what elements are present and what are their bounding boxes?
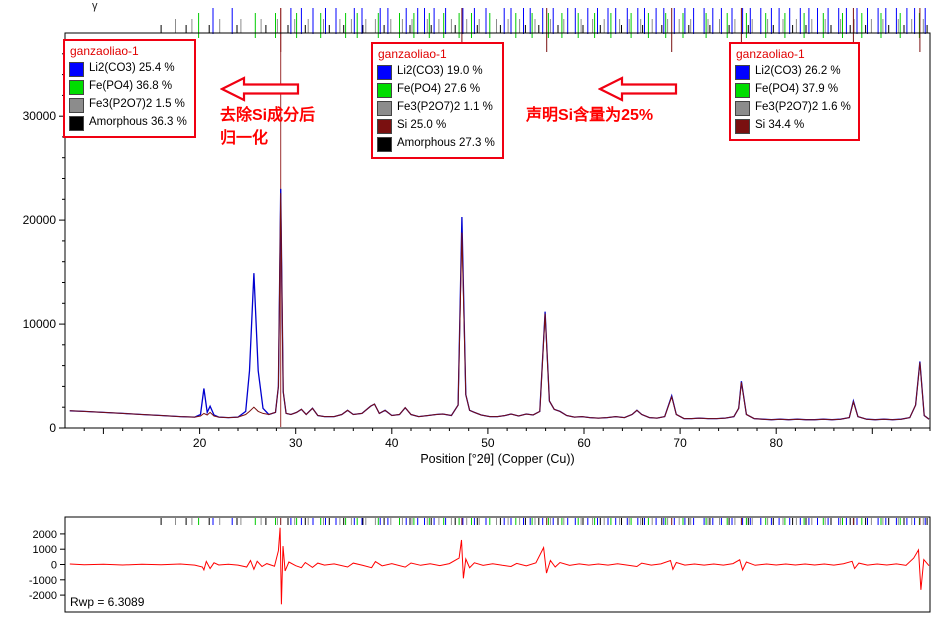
phase-label: Li2(CO3) 25.4 %: [89, 62, 175, 75]
diff-peak-marker-row-Fe3(P2O7)2: [175, 518, 924, 525]
diff-peak-marker-row-Amorphous: [160, 518, 928, 525]
phase-color-swatch: [377, 136, 392, 152]
legend-item: Li2(CO3) 25.4 %: [69, 60, 187, 78]
svg-text:40: 40: [385, 436, 399, 450]
phase-label: Si 34.4 %: [755, 119, 805, 132]
x-axis-title: Position [°2θ] (Copper (Cu)): [420, 452, 575, 466]
phase-label: Fe(PO4) 27.6 %: [397, 83, 481, 96]
peak-marker-row-Amorphous: [160, 25, 928, 33]
legend-item: Fe3(P2O7)2 1.6 %: [735, 99, 851, 117]
svg-text:80: 80: [770, 436, 784, 450]
phase-color-swatch: [377, 64, 392, 80]
phase-color-swatch: [377, 82, 392, 98]
phase-color-swatch: [735, 118, 750, 134]
svg-text:0: 0: [49, 421, 56, 435]
phase-legend-box-raw[interactable]: ganzaoliao-1 Li2(CO3) 26.2 % Fe(PO4) 37.9…: [729, 42, 860, 142]
svg-text:0: 0: [51, 560, 57, 572]
peak-marker-row-Fe3(P2O7)2: [175, 19, 924, 33]
legend-item: Amorphous 36.3 %: [69, 114, 187, 132]
legend-item: Li2(CO3) 19.0 %: [377, 63, 495, 81]
svg-text:30000: 30000: [23, 109, 57, 123]
phase-color-swatch: [735, 100, 750, 116]
phase-label: Amorphous 36.3 %: [89, 116, 187, 129]
legend-item: Fe(PO4) 27.6 %: [377, 81, 495, 99]
svg-text:-1000: -1000: [29, 575, 57, 587]
difference-y-axis: 2000 1000 0 -1000 -2000: [29, 529, 65, 602]
legend-title: ganzaoliao-1: [70, 44, 139, 58]
diff-peak-marker-row-Si: [280, 518, 921, 525]
legend-rows: Li2(CO3) 19.0 % Fe(PO4) 27.6 % Fe3(P2O7)2 …: [377, 63, 495, 153]
phase-label: Fe3(P2O7)2 1.6 %: [755, 101, 851, 114]
svg-text:20: 20: [193, 436, 207, 450]
peak-marker-row-Fe(PO4): [198, 13, 920, 38]
difference-line: [69, 527, 930, 605]
legend-item: Fe(PO4) 37.9 %: [735, 81, 851, 99]
annotation-text: 声明Si含量为25%: [526, 107, 654, 124]
svg-text:1000: 1000: [33, 544, 57, 556]
legend-title: ganzaoliao-1: [736, 47, 805, 61]
svg-text:-2000: -2000: [29, 590, 57, 602]
main-x-axis: 20 30 40 50 60 70 80: [83, 428, 931, 450]
annotation-normalize-callout[interactable]: 去除Si成分后 归一化: [220, 76, 370, 150]
phase-color-swatch: [69, 79, 84, 95]
phase-color-swatch: [377, 100, 392, 116]
rwp-value-label: Rwp = 6.3089: [70, 595, 145, 609]
diff-peak-marker-row-Fe(PO4): [198, 518, 920, 525]
legend-item: Si 25.0 %: [377, 117, 495, 135]
annotation-text: 去除Si成分后: [220, 107, 316, 124]
phase-label: Si 25.0 %: [397, 119, 447, 132]
svg-text:2000: 2000: [33, 529, 57, 541]
phase-label: Li2(CO3) 26.2 %: [755, 65, 841, 78]
phase-label: Fe3(P2O7)2 1.1 %: [397, 101, 493, 114]
phase-label: Fe(PO4) 36.8 %: [89, 80, 173, 93]
phase-label: Fe3(P2O7)2 1.5 %: [89, 98, 185, 111]
svg-text:30: 30: [289, 436, 303, 450]
phase-legend-box-normalized[interactable]: ganzaoliao-1 Li2(CO3) 25.4 % Fe(PO4) 36.8…: [63, 39, 196, 139]
main-y-axis: 0 10000 20000 30000: [23, 53, 65, 435]
phase-label: Li2(CO3) 19.0 %: [397, 65, 483, 78]
phase-color-swatch: [735, 82, 750, 98]
svg-text:60: 60: [577, 436, 591, 450]
legend-item: Li2(CO3) 26.2 %: [735, 63, 851, 81]
legend-item: Amorphous 27.3 %: [377, 135, 495, 153]
phase-label: Amorphous 27.3 %: [397, 137, 495, 150]
phase-color-swatch: [377, 118, 392, 134]
left-arrow-icon: [598, 76, 678, 102]
legend-item: Fe3(P2O7)2 1.1 %: [377, 99, 495, 117]
phase-color-swatch: [69, 61, 84, 77]
legend-title: ganzaoliao-1: [378, 47, 447, 61]
svg-text:50: 50: [481, 436, 495, 450]
phase-color-swatch: [69, 97, 84, 113]
phase-label: Fe(PO4) 37.9 %: [755, 83, 839, 96]
gamma-label: γ: [92, 0, 98, 12]
svg-text:70: 70: [673, 436, 687, 450]
legend-item: Fe(PO4) 36.8 %: [69, 78, 187, 96]
main-plot-frame: [64, 32, 931, 429]
left-arrow-icon: [220, 76, 300, 102]
phase-color-swatch: [735, 64, 750, 80]
annotation-text: 归一化: [220, 130, 269, 148]
svg-text:20000: 20000: [23, 213, 57, 227]
legend-item: Fe3(P2O7)2 1.5 %: [69, 96, 187, 114]
legend-item: Si 34.4 %: [735, 117, 851, 135]
peak-marker-row-Li2(CO3): [212, 8, 926, 34]
phase-color-swatch: [69, 115, 84, 131]
calculated-pattern-line: [69, 193, 930, 421]
svg-text:10000: 10000: [23, 317, 57, 331]
legend-rows: Li2(CO3) 26.2 % Fe(PO4) 37.9 % Fe3(P2O7)2 …: [735, 63, 851, 135]
diff-peak-marker-row-Li2(CO3): [212, 518, 926, 525]
phase-legend-box-with-si[interactable]: ganzaoliao-1 Li2(CO3) 19.0 % Fe(PO4) 27.6…: [371, 42, 504, 160]
legend-rows: Li2(CO3) 25.4 % Fe(PO4) 36.8 % Fe3(P2O7)2 …: [69, 60, 187, 132]
annotation-declare-si-callout[interactable]: 声明Si含量为25%: [526, 76, 736, 127]
